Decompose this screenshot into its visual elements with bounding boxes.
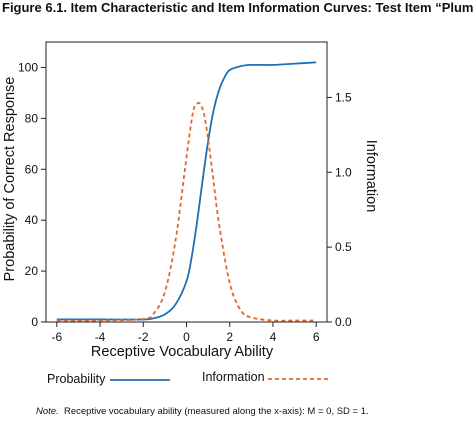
y2-tick-label: 0.5 xyxy=(335,240,352,254)
y2-tick-label: 1.0 xyxy=(335,165,352,179)
y-tick-label: 80 xyxy=(25,111,39,125)
y2-tick-label: 1.5 xyxy=(335,90,352,104)
series-line-information xyxy=(56,102,317,322)
x-tick-label: 2 xyxy=(226,330,233,344)
note-text: Receptive vocabulary ability (measured a… xyxy=(64,406,369,417)
y2-tick-label: 0.0 xyxy=(335,315,352,329)
note-label: Note. xyxy=(36,406,59,417)
x-tick-label: -4 xyxy=(95,330,106,344)
chart-title: Figure 6.1. Item Characteristic and Item… xyxy=(2,0,474,15)
y2-axis-title: Information xyxy=(363,140,379,213)
note: Note. Receptive vocabulary ability (meas… xyxy=(36,406,369,417)
legend: Probability Information xyxy=(47,370,328,386)
y-tick-label: 100 xyxy=(18,60,38,74)
legend-label-probability: Probability xyxy=(47,372,106,386)
x-tick-label: -2 xyxy=(138,330,149,344)
x-tick-label: -6 xyxy=(51,330,62,344)
legend-label-information: Information xyxy=(202,370,265,384)
x-tick-label: 0 xyxy=(183,330,190,344)
y-axis-title: Probability of Correct Response xyxy=(2,77,18,282)
y-tick-label: 20 xyxy=(25,264,39,278)
x-tick-label: 6 xyxy=(313,330,320,344)
y-tick-label: 0 xyxy=(31,315,38,329)
x-tick-label: 4 xyxy=(270,330,277,344)
y-tick-label: 60 xyxy=(25,162,39,176)
y-tick-label: 40 xyxy=(25,213,39,227)
series-line-probability xyxy=(56,61,317,321)
x-axis-title: Receptive Vocabulary Ability xyxy=(91,344,274,360)
